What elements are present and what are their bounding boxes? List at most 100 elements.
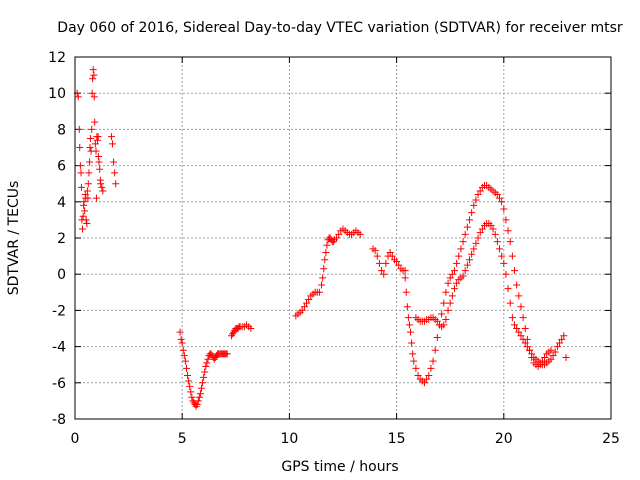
data-point [476, 187, 484, 195]
data-point [446, 299, 454, 307]
data-point [321, 256, 329, 264]
data-point [513, 281, 521, 289]
data-point [444, 306, 452, 314]
data-point [356, 230, 364, 238]
data-point [502, 216, 510, 224]
data-point [519, 314, 527, 322]
data-point [468, 250, 476, 258]
data-point [322, 248, 330, 256]
data-point [453, 279, 461, 287]
data-point [433, 317, 441, 325]
data-point [408, 339, 416, 347]
data-point [558, 335, 566, 343]
data-point [207, 350, 215, 358]
y-tick-label: 8 [57, 122, 66, 138]
data-point [448, 292, 456, 300]
data-point [199, 379, 207, 387]
data-point [85, 169, 93, 177]
data-point [326, 234, 334, 242]
grid [75, 57, 611, 419]
data-point [247, 325, 255, 332]
data-point [523, 343, 531, 351]
data-point [200, 373, 208, 381]
data-point [414, 372, 422, 380]
data-point [204, 355, 212, 363]
data-point [90, 71, 98, 79]
data-point [493, 191, 501, 199]
data-point [187, 388, 195, 396]
data-points [73, 66, 570, 410]
data-point [541, 353, 549, 361]
data-point [388, 252, 396, 260]
data-point [202, 363, 210, 371]
data-point [196, 390, 204, 398]
data-point [515, 292, 523, 300]
data-point [405, 321, 413, 329]
data-point [91, 118, 99, 126]
data-point [184, 372, 192, 380]
data-point [521, 339, 529, 347]
x-tick-label: 25 [602, 431, 620, 447]
data-point [403, 303, 411, 311]
x-tick-label: 15 [388, 431, 406, 447]
data-point [96, 165, 104, 173]
data-point [459, 238, 467, 246]
data-point [300, 303, 308, 311]
data-point [92, 147, 100, 155]
data-point [112, 180, 120, 188]
data-point [393, 258, 401, 266]
data-point [504, 285, 512, 293]
data-point [88, 125, 96, 133]
data-point [333, 234, 341, 242]
data-point [513, 325, 521, 332]
axis-ticks: 0 5 10 15 20 25 -8 -6 -4 -2 0 2 4 6 8 10 12 [48, 50, 620, 447]
data-point [404, 314, 412, 322]
data-point [517, 332, 525, 340]
data-point [110, 158, 118, 166]
data-point [109, 140, 117, 148]
x-tick-label: 5 [178, 431, 187, 447]
data-point [186, 382, 194, 390]
data-point [455, 252, 463, 260]
data-point [197, 384, 205, 392]
data-point [511, 321, 519, 329]
data-point [84, 194, 92, 202]
data-point [318, 281, 326, 289]
data-point [378, 267, 386, 275]
data-point [474, 191, 482, 199]
data-point [453, 259, 461, 267]
x-tick-label: 0 [71, 431, 80, 447]
data-point [84, 180, 92, 188]
data-point [315, 288, 323, 296]
data-point [92, 194, 100, 202]
data-point [177, 335, 185, 343]
data-point [90, 93, 98, 101]
data-point [440, 299, 448, 307]
data-point [407, 328, 415, 336]
data-point [401, 274, 409, 282]
data-point [335, 230, 343, 238]
data-point [472, 239, 480, 247]
data-point [498, 252, 506, 260]
data-point [528, 350, 536, 358]
data-point [470, 201, 478, 209]
data-point [551, 348, 559, 356]
data-point [500, 205, 508, 213]
data-point [474, 234, 482, 242]
y-tick-label: 4 [57, 195, 66, 211]
data-point [500, 259, 508, 267]
data-point [526, 346, 534, 354]
y-tick-label: 2 [57, 231, 66, 247]
data-point [83, 220, 91, 228]
data-point [203, 359, 211, 367]
y-tick-label: -4 [52, 340, 66, 356]
data-point [79, 225, 87, 233]
data-point [556, 339, 564, 347]
data-point [79, 212, 87, 220]
data-point [429, 357, 437, 365]
data-point [440, 321, 448, 329]
data-point [476, 229, 484, 237]
data-point [80, 198, 88, 206]
data-point [496, 194, 504, 202]
